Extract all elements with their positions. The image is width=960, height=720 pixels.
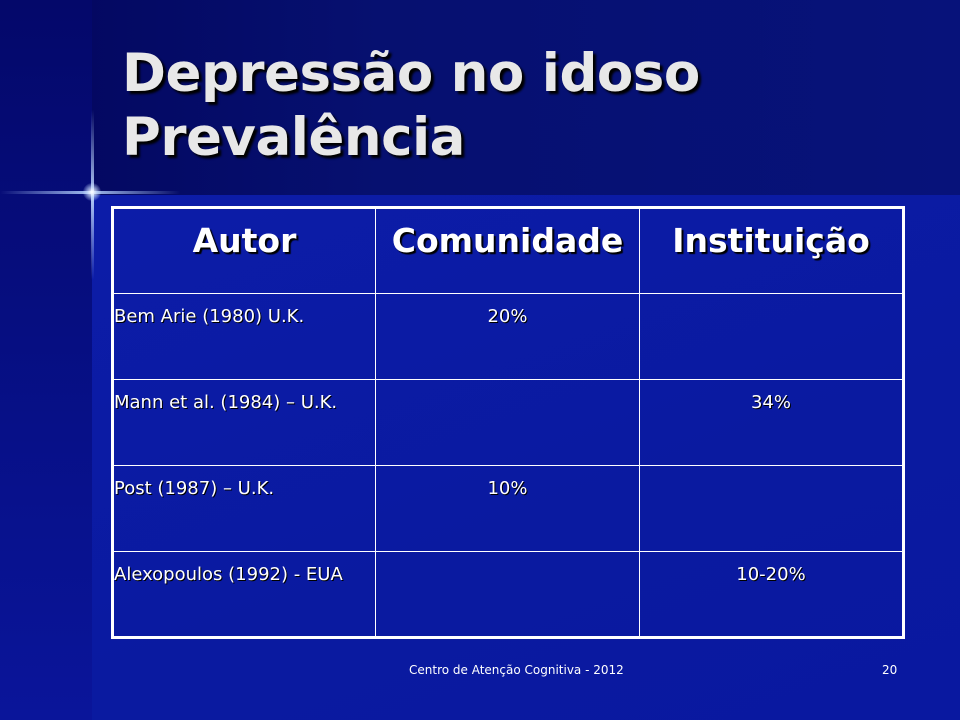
header-autor: Autor: [112, 207, 376, 294]
slide-title: Depressão no idoso Prevalência: [122, 42, 922, 170]
slide-title-line-1: Depressão no idoso: [122, 43, 700, 104]
page-number: 20: [882, 663, 898, 677]
table-header-row: Autor Comunidade Instituição: [112, 207, 904, 294]
table-row: Mann et al. (1984) – U.K. 34%: [112, 379, 904, 466]
cell-comunidade: [375, 379, 640, 466]
table-row: Bem Arie (1980) U.K. 20%: [112, 293, 904, 380]
left-background-band: [0, 0, 92, 720]
table-row: Alexopoulos (1992) - EUA 10-20%: [112, 551, 904, 638]
sparkle-icon: [83, 183, 101, 201]
cell-author: Alexopoulos (1992) - EUA: [112, 551, 376, 638]
cell-author: Post (1987) – U.K.: [112, 465, 376, 552]
title-background-band: [0, 0, 960, 195]
cell-author: Bem Arie (1980) U.K.: [112, 293, 376, 380]
header-comunidade: Comunidade: [375, 207, 640, 294]
cell-comunidade: 20%: [375, 293, 640, 380]
cell-comunidade: 10%: [375, 465, 640, 552]
slide-title-line-2: Prevalência: [122, 107, 465, 168]
header-instituicao: Instituição: [639, 207, 904, 294]
cell-instituicao: [639, 465, 904, 552]
cell-instituicao: 34%: [639, 379, 904, 466]
table-row: Post (1987) – U.K. 10%: [112, 465, 904, 552]
cell-instituicao: [639, 293, 904, 380]
cell-instituicao: 10-20%: [639, 551, 904, 638]
footer-text: Centro de Atenção Cognitiva - 2012: [409, 663, 624, 677]
cell-comunidade: [375, 551, 640, 638]
cell-author: Mann et al. (1984) – U.K.: [112, 379, 376, 466]
prevalence-table: Autor Comunidade Instituição Bem Arie (1…: [111, 206, 905, 639]
